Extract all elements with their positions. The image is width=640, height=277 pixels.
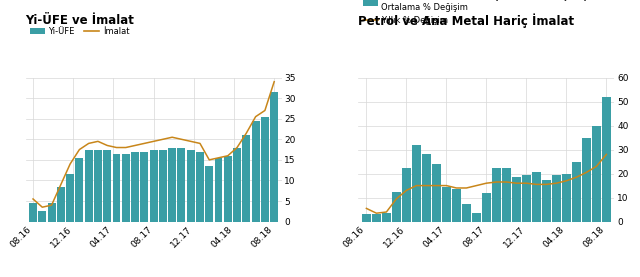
Bar	[29, 203, 37, 222]
Bar	[472, 213, 481, 222]
Bar	[502, 168, 511, 222]
Bar	[592, 125, 601, 222]
Bar	[582, 138, 591, 222]
Bar	[512, 177, 521, 222]
Text: Petrol ve Ana Metal Hariç İmalat: Petrol ve Ana Metal Hariç İmalat	[358, 14, 575, 29]
Legend: Mevsimsellikten Arındırılmış, Yıllıklandırılmış 3 Aylık
Ortalama % Değişim, Yıll: Mevsimsellikten Arındırılmış, Yıllıkland…	[363, 0, 598, 25]
Legend: Yi-ÜFE, İmalat: Yi-ÜFE, İmalat	[30, 27, 129, 36]
Bar	[442, 187, 451, 222]
Bar	[261, 117, 269, 222]
Bar	[168, 148, 176, 222]
Bar	[205, 166, 213, 222]
Bar	[372, 214, 381, 222]
Bar	[542, 179, 550, 222]
Bar	[412, 145, 420, 222]
Bar	[103, 150, 111, 222]
Bar	[47, 203, 56, 222]
Bar	[402, 168, 411, 222]
Bar	[38, 211, 46, 222]
Bar	[214, 158, 223, 222]
Bar	[432, 164, 441, 222]
Bar	[562, 174, 571, 222]
Bar	[84, 150, 93, 222]
Bar	[532, 172, 541, 222]
Bar	[66, 174, 74, 222]
Bar	[76, 158, 83, 222]
Bar	[382, 213, 390, 222]
Bar	[196, 152, 204, 222]
Bar	[131, 152, 139, 222]
Bar	[572, 161, 580, 222]
Text: Yi-ÜFE ve İmalat: Yi-ÜFE ve İmalat	[26, 14, 134, 27]
Bar	[392, 192, 401, 222]
Bar	[492, 168, 500, 222]
Bar	[482, 193, 491, 222]
Bar	[270, 92, 278, 222]
Bar	[462, 204, 470, 222]
Bar	[362, 214, 371, 222]
Bar	[140, 152, 148, 222]
Bar	[233, 148, 241, 222]
Bar	[122, 154, 130, 222]
Bar	[224, 156, 232, 222]
Bar	[243, 135, 250, 222]
Bar	[252, 121, 260, 222]
Bar	[113, 154, 120, 222]
Bar	[177, 148, 186, 222]
Bar	[159, 150, 167, 222]
Bar	[552, 175, 561, 222]
Bar	[187, 150, 195, 222]
Bar	[452, 189, 461, 222]
Bar	[94, 150, 102, 222]
Bar	[602, 97, 611, 222]
Bar	[150, 150, 157, 222]
Bar	[522, 175, 531, 222]
Bar	[422, 154, 431, 222]
Bar	[57, 187, 65, 222]
